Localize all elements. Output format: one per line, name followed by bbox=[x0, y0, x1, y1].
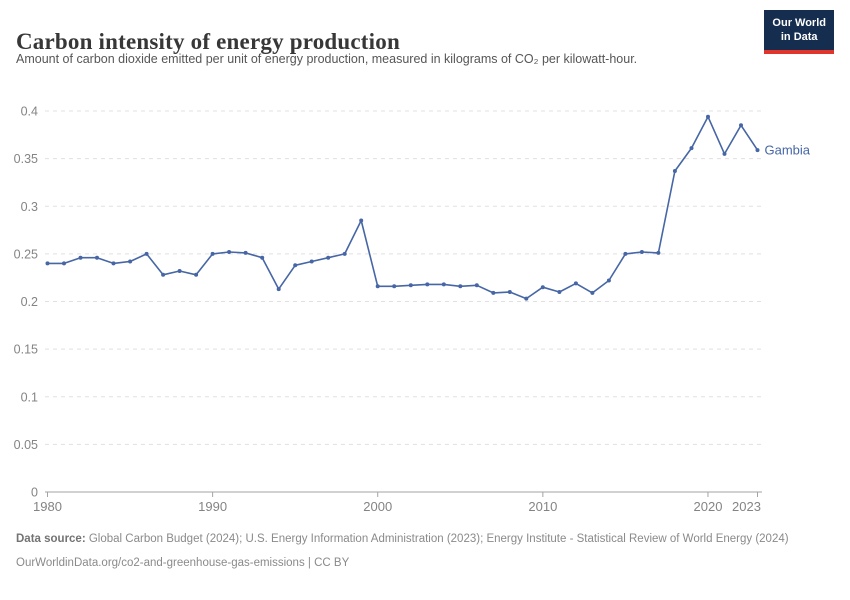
x-tick-label: 2000 bbox=[363, 499, 392, 514]
x-tick-label: 2023 bbox=[732, 499, 761, 514]
chart-subtitle: Amount of carbon dioxide emitted per uni… bbox=[16, 52, 638, 66]
citation-line: OurWorldinData.org/co2-and-greenhouse-ga… bbox=[16, 555, 806, 573]
y-tick-label: 0.4 bbox=[21, 105, 38, 119]
owid-logo-line2: in Data bbox=[780, 31, 818, 44]
data-line-gambia[interactable] bbox=[46, 115, 759, 300]
y-tick-label: 0.15 bbox=[14, 343, 38, 357]
data-point[interactable] bbox=[474, 283, 479, 288]
license-text: | CC BY bbox=[304, 556, 350, 569]
x-tick-label: 1990 bbox=[198, 499, 227, 514]
data-point[interactable] bbox=[524, 296, 529, 301]
data-point[interactable] bbox=[342, 251, 347, 256]
data-point[interactable] bbox=[293, 263, 298, 268]
data-point[interactable] bbox=[491, 290, 496, 295]
data-point[interactable] bbox=[95, 255, 99, 260]
data-point[interactable] bbox=[326, 255, 331, 260]
y-tick-label: 0.1 bbox=[21, 390, 38, 404]
y-tick-label: 0.2 bbox=[21, 295, 38, 309]
data-point[interactable] bbox=[375, 284, 380, 289]
data-source-text: Global Carbon Budget (2024); U.S. Energy… bbox=[85, 533, 789, 545]
data-point[interactable] bbox=[656, 250, 661, 255]
data-point[interactable] bbox=[557, 290, 562, 294]
data-point[interactable] bbox=[408, 283, 413, 288]
data-point[interactable] bbox=[458, 284, 463, 289]
data-point[interactable] bbox=[144, 251, 149, 256]
data-point[interactable] bbox=[425, 282, 430, 287]
data-point[interactable] bbox=[540, 285, 545, 290]
data-point[interactable] bbox=[78, 255, 83, 260]
data-point[interactable] bbox=[260, 255, 265, 260]
data-point[interactable] bbox=[706, 114, 710, 119]
data-point[interactable] bbox=[309, 259, 314, 264]
data-point[interactable] bbox=[227, 250, 232, 254]
data-point[interactable] bbox=[507, 290, 512, 294]
chart-title: Carbon intensity of energy production bbox=[16, 29, 400, 55]
data-point[interactable] bbox=[739, 123, 743, 128]
data-point[interactable] bbox=[639, 250, 644, 254]
data-point[interactable] bbox=[392, 284, 397, 289]
y-tick-label: 0 bbox=[31, 486, 38, 500]
data-point[interactable] bbox=[359, 218, 364, 223]
data-point[interactable] bbox=[62, 261, 66, 266]
x-tick-label: 2010 bbox=[528, 499, 557, 514]
data-point[interactable] bbox=[161, 272, 166, 277]
owid-logo-line1: Our World bbox=[772, 17, 826, 29]
data-point[interactable] bbox=[128, 259, 133, 264]
y-tick-label: 0.05 bbox=[14, 438, 38, 452]
data-point[interactable] bbox=[623, 251, 628, 256]
data-point[interactable] bbox=[672, 169, 677, 173]
series-label-gambia[interactable]: Gambia bbox=[765, 143, 811, 158]
y-tick-label: 0.25 bbox=[14, 247, 38, 261]
data-point[interactable] bbox=[590, 290, 595, 295]
data-point[interactable] bbox=[755, 148, 760, 153]
data-point[interactable] bbox=[722, 151, 727, 156]
data-source-label: Data source: bbox=[16, 533, 86, 545]
data-point[interactable] bbox=[194, 272, 199, 277]
data-point[interactable] bbox=[210, 251, 215, 256]
footer: Data source: Global Carbon Budget (2024)… bbox=[16, 531, 806, 573]
data-point[interactable] bbox=[606, 278, 611, 283]
data-point[interactable] bbox=[45, 261, 50, 266]
data-point[interactable] bbox=[689, 146, 694, 151]
data-point[interactable] bbox=[573, 281, 578, 286]
y-tick-label: 0.35 bbox=[14, 152, 38, 166]
data-point[interactable] bbox=[276, 287, 281, 292]
y-tick-label: 0.3 bbox=[21, 200, 38, 214]
data-point[interactable] bbox=[111, 261, 116, 266]
data-point[interactable] bbox=[177, 269, 182, 273]
owid-logo[interactable]: Our World in Data bbox=[764, 10, 834, 54]
x-tick-label: 1980 bbox=[33, 499, 62, 514]
owid-url-link[interactable]: OurWorldinData.org/co2-and-greenhouse-ga… bbox=[16, 556, 305, 569]
data-point[interactable] bbox=[243, 250, 248, 255]
x-tick-label: 2020 bbox=[694, 499, 723, 514]
data-point[interactable] bbox=[441, 282, 446, 287]
data-source-line: Data source: Global Carbon Budget (2024)… bbox=[16, 531, 806, 549]
